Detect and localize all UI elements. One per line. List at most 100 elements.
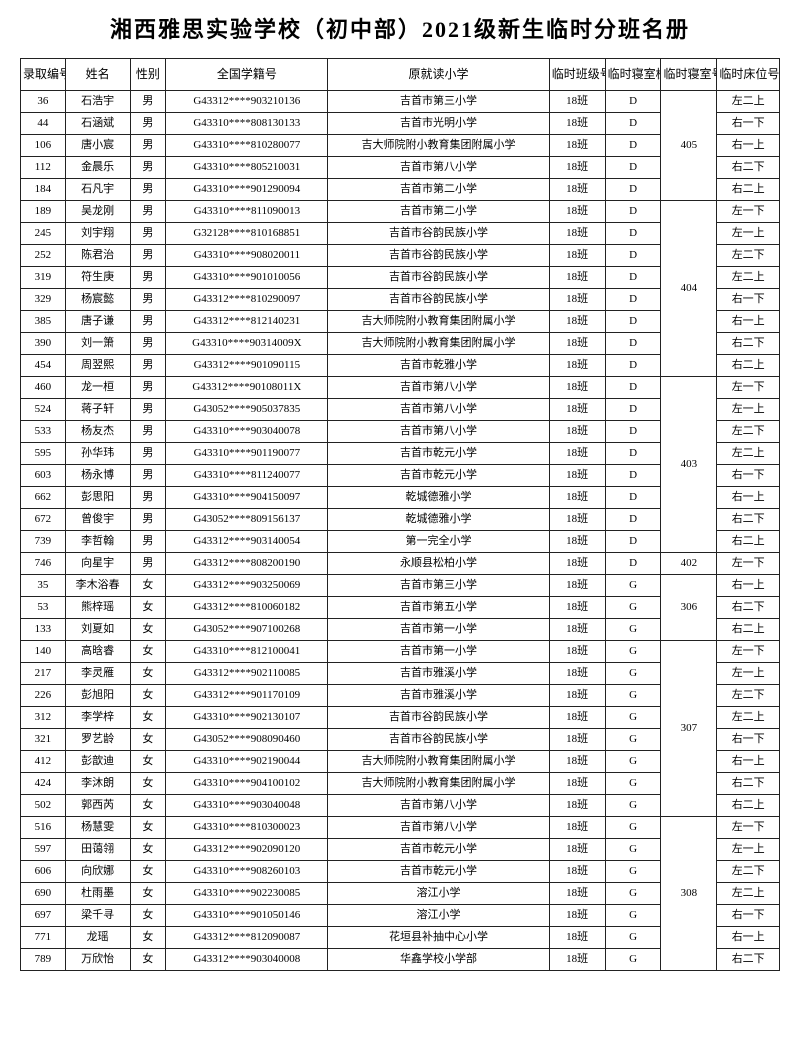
- cell-student-id: G43310****902230085: [166, 883, 328, 905]
- cell-class: 18班: [549, 729, 605, 751]
- cell-school: 吉首市第二小学: [328, 179, 549, 201]
- cell-student-id: G43310****901050146: [166, 905, 328, 927]
- cell-school: 吉首市第八小学: [328, 377, 549, 399]
- cell-name: 杨宸懿: [65, 289, 130, 311]
- cell-student-id: G43310****908260103: [166, 861, 328, 883]
- cell-bed: 右二上: [717, 619, 780, 641]
- cell-gender: 男: [130, 223, 166, 245]
- cell-name: 彭旭阳: [65, 685, 130, 707]
- cell-name: 孙华玮: [65, 443, 130, 465]
- cell-name: 曾俊宇: [65, 509, 130, 531]
- cell-building: D: [605, 179, 661, 201]
- cell-name: 李木浴春: [65, 575, 130, 597]
- cell-id: 789: [21, 949, 66, 971]
- th-gender: 性别: [130, 59, 166, 91]
- cell-class: 18班: [549, 399, 605, 421]
- cell-name: 杜雨墨: [65, 883, 130, 905]
- cell-bed: 右二下: [717, 773, 780, 795]
- cell-class: 18班: [549, 861, 605, 883]
- cell-student-id: G43310****811240077: [166, 465, 328, 487]
- cell-student-id: G43310****902190044: [166, 751, 328, 773]
- cell-bed: 左一下: [717, 553, 780, 575]
- cell-bed: 左二下: [717, 861, 780, 883]
- cell-student-id: G43312****810290097: [166, 289, 328, 311]
- cell-dorm: 307: [661, 641, 717, 817]
- cell-bed: 右二下: [717, 949, 780, 971]
- cell-name: 熊梓瑶: [65, 597, 130, 619]
- cell-school: 吉首市第三小学: [328, 575, 549, 597]
- cell-gender: 女: [130, 663, 166, 685]
- cell-gender: 女: [130, 597, 166, 619]
- cell-name: 龙瑶: [65, 927, 130, 949]
- cell-class: 18班: [549, 883, 605, 905]
- cell-school: 吉大师院附小教育集团附属小学: [328, 135, 549, 157]
- cell-class: 18班: [549, 773, 605, 795]
- cell-gender: 女: [130, 685, 166, 707]
- cell-name: 刘夏如: [65, 619, 130, 641]
- cell-id: 533: [21, 421, 66, 443]
- cell-name: 唐小宸: [65, 135, 130, 157]
- cell-building: G: [605, 949, 661, 971]
- cell-name: 石凡宇: [65, 179, 130, 201]
- cell-school: 吉首市第二小学: [328, 201, 549, 223]
- cell-student-id: G43310****904100102: [166, 773, 328, 795]
- cell-name: 唐子谦: [65, 311, 130, 333]
- cell-bed: 右二下: [717, 509, 780, 531]
- cell-building: D: [605, 553, 661, 575]
- cell-class: 18班: [549, 465, 605, 487]
- cell-class: 18班: [549, 553, 605, 575]
- cell-name: 吴龙刚: [65, 201, 130, 223]
- cell-bed: 右二下: [717, 333, 780, 355]
- cell-school: 吉首市谷韵民族小学: [328, 707, 549, 729]
- cell-bed: 右二上: [717, 531, 780, 553]
- cell-name: 郭西芮: [65, 795, 130, 817]
- cell-dorm: 306: [661, 575, 717, 641]
- table-row: 189吴龙刚男G43310****811090013吉首市第二小学18班D404…: [21, 201, 780, 223]
- cell-gender: 女: [130, 707, 166, 729]
- cell-gender: 女: [130, 751, 166, 773]
- cell-building: D: [605, 421, 661, 443]
- cell-class: 18班: [549, 641, 605, 663]
- cell-gender: 男: [130, 135, 166, 157]
- table-header-row: 录取编号 姓名 性别 全国学籍号 原就读小学 临时班级号 临时寝室栋数 临时寝室…: [21, 59, 780, 91]
- cell-building: D: [605, 135, 661, 157]
- cell-school: 吉首市第八小学: [328, 795, 549, 817]
- cell-building: G: [605, 685, 661, 707]
- cell-id: 217: [21, 663, 66, 685]
- cell-student-id: G43310****805210031: [166, 157, 328, 179]
- cell-gender: 男: [130, 245, 166, 267]
- cell-school: 吉首市乾元小学: [328, 443, 549, 465]
- cell-bed: 右二上: [717, 179, 780, 201]
- cell-class: 18班: [549, 355, 605, 377]
- cell-id: 746: [21, 553, 66, 575]
- th-building: 临时寝室栋数: [605, 59, 661, 91]
- cell-class: 18班: [549, 179, 605, 201]
- cell-name: 刘宇翔: [65, 223, 130, 245]
- cell-id: 312: [21, 707, 66, 729]
- cell-class: 18班: [549, 707, 605, 729]
- cell-gender: 女: [130, 619, 166, 641]
- cell-id: 739: [21, 531, 66, 553]
- cell-id: 412: [21, 751, 66, 773]
- cell-gender: 女: [130, 817, 166, 839]
- th-student-id: 全国学籍号: [166, 59, 328, 91]
- cell-bed: 右一上: [717, 487, 780, 509]
- cell-gender: 男: [130, 91, 166, 113]
- cell-gender: 男: [130, 113, 166, 135]
- cell-id: 672: [21, 509, 66, 531]
- cell-name: 杨友杰: [65, 421, 130, 443]
- cell-student-id: G43310****902130107: [166, 707, 328, 729]
- table-row: 36石浩宇男G43312****903210136吉首市第三小学18班D405左…: [21, 91, 780, 113]
- cell-gender: 男: [130, 289, 166, 311]
- cell-class: 18班: [549, 245, 605, 267]
- cell-class: 18班: [549, 421, 605, 443]
- cell-gender: 男: [130, 487, 166, 509]
- cell-bed: 左一下: [717, 817, 780, 839]
- roster-table: 录取编号 姓名 性别 全国学籍号 原就读小学 临时班级号 临时寝室栋数 临时寝室…: [20, 58, 780, 971]
- cell-id: 106: [21, 135, 66, 157]
- cell-id: 112: [21, 157, 66, 179]
- cell-school: 吉首市第八小学: [328, 157, 549, 179]
- cell-id: 454: [21, 355, 66, 377]
- cell-student-id: G43312****903250069: [166, 575, 328, 597]
- cell-school: 乾城德雅小学: [328, 487, 549, 509]
